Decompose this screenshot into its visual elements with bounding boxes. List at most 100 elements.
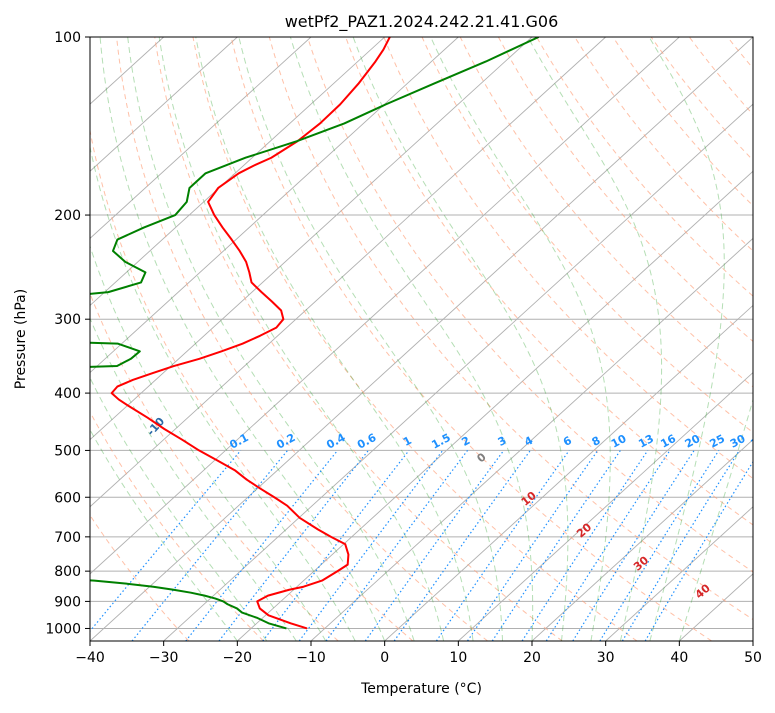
mixing-ratio-label: 36 — [749, 432, 769, 451]
y-tick-label: 900 — [54, 594, 81, 610]
moist-adiabat-line — [90, 144, 356, 641]
dry-adiabat-line — [536, 37, 753, 297]
isotherm-line — [90, 37, 753, 641]
y-tick-label: 800 — [54, 564, 81, 580]
dry-adiabat-line — [307, 37, 753, 573]
x-axis-label: Temperature (°C) — [360, 681, 482, 697]
plot-area: 0.10.20.40.611.52346810131620253036-100-… — [90, 37, 769, 641]
mixing-ratio-line — [435, 450, 570, 641]
y-tick-label: 1000 — [45, 621, 81, 637]
mixing-ratio-line — [364, 450, 505, 641]
profile-series — [90, 37, 540, 630]
isotherm-line — [163, 103, 753, 641]
dry-adiabat-line — [497, 37, 753, 343]
isotherm-line — [90, 37, 385, 307]
dewpoint-profile-line — [90, 37, 540, 630]
chart-title: wetPf2_PAZ1.2024.242.21.41.G06 — [285, 12, 559, 32]
x-tick-label: 30 — [597, 650, 615, 666]
mixing-ratio-line — [325, 450, 469, 641]
dry-adiabat-line — [230, 37, 712, 641]
moist-adiabat-line — [648, 37, 725, 641]
y-tick-label: 500 — [54, 443, 81, 459]
y-tick-label: 700 — [54, 530, 81, 546]
dry-adiabat-line — [116, 37, 488, 641]
dry-adiabat-line — [90, 410, 264, 641]
mixing-ratio-line — [185, 450, 339, 641]
x-tick-label: −40 — [75, 650, 105, 666]
isotherm-line — [90, 37, 606, 508]
moist-adiabat-line — [527, 37, 663, 641]
y-axis-label: Pressure (hPa) — [13, 289, 29, 389]
dry-adiabat-line — [268, 37, 753, 621]
y-tick-label: 400 — [54, 386, 81, 402]
moist-adiabat-line — [678, 398, 753, 641]
mixing-ratio-label: 30 — [728, 432, 748, 451]
moist-adiabat-line — [430, 37, 611, 641]
mixing-ratio-label: 13 — [636, 432, 656, 451]
isotherm-line — [90, 37, 680, 575]
mixing-ratio-label: 16 — [658, 432, 678, 451]
x-tick-label: −30 — [149, 650, 179, 666]
x-tick-label: 40 — [670, 650, 688, 666]
mixing-ratio-lines — [90, 450, 753, 641]
mixing-ratio-line — [491, 450, 621, 641]
moist-adiabat-line — [289, 37, 534, 641]
isotherm-line — [531, 439, 753, 641]
moist-adiabat-line — [90, 317, 297, 641]
y-tick-label: 100 — [54, 30, 81, 46]
mixing-ratio-label: 20 — [683, 432, 703, 451]
isotherm-line — [237, 170, 753, 641]
x-tick-label: 10 — [449, 650, 467, 666]
moist-adiabat-lines — [90, 37, 753, 641]
mixing-ratio-line — [521, 450, 649, 641]
dry-adiabat-line — [90, 127, 414, 641]
moist-adiabat-line — [158, 37, 445, 641]
mixing-ratio-label: 25 — [707, 432, 727, 451]
y-tick-label: 300 — [54, 312, 81, 328]
moist-adiabat-line — [195, 37, 474, 641]
isotherm-line — [384, 304, 753, 641]
mixing-ratio-line — [262, 450, 410, 641]
moist-adiabat-line — [90, 244, 327, 641]
y-tick-label: 200 — [54, 208, 81, 224]
dry-adiabat-line — [345, 37, 753, 526]
isotherm-line — [605, 506, 753, 641]
x-tick-label: 50 — [744, 650, 762, 666]
moist-adiabat-line — [90, 376, 268, 641]
mixing-ratio-line — [298, 450, 444, 641]
dry-adiabat-line — [154, 37, 563, 641]
dry-adiabat-lines — [90, 37, 753, 641]
moist-adiabat-line — [99, 37, 386, 641]
isotherm-line — [90, 37, 533, 441]
x-tick-label: 0 — [380, 650, 389, 666]
x-tick-label: −10 — [296, 650, 326, 666]
isotherm-line — [90, 37, 312, 239]
dry-adiabat-line — [90, 514, 190, 641]
isotherm-line — [90, 37, 238, 172]
isotherm-line — [458, 371, 753, 641]
mixing-ratio-line — [467, 450, 599, 641]
mixing-ratio-label: 10 — [609, 432, 629, 451]
mixing-ratio-line — [545, 450, 671, 641]
moist-adiabat-line — [90, 428, 238, 641]
mixing-ratio-line — [621, 450, 740, 641]
mixing-ratio-line — [90, 450, 242, 633]
mixing-ratio-line — [393, 450, 531, 641]
moist-adiabat-line — [238, 37, 504, 641]
dry-adiabat-line — [192, 37, 638, 641]
moist-adiabat-line — [127, 37, 415, 641]
isotherm-line — [310, 237, 753, 641]
x-tick-label: −20 — [223, 650, 253, 666]
plot-frame — [89, 36, 754, 642]
mixing-ratio-line — [131, 450, 289, 641]
x-axis-ticks: −40 −30 −20 −10 0 10 20 30 40 50 — [75, 641, 762, 666]
y-axis-ticks: 100 200 300 400 500 600 700 800 900 1000 — [45, 30, 90, 637]
dry-adiabat-line — [90, 292, 339, 641]
x-tick-label: 20 — [523, 650, 541, 666]
mixing-ratio-line — [599, 450, 720, 641]
y-tick-label: 600 — [54, 490, 81, 506]
temperature-profile-line — [110, 37, 391, 630]
moist-adiabat-line — [352, 37, 569, 641]
